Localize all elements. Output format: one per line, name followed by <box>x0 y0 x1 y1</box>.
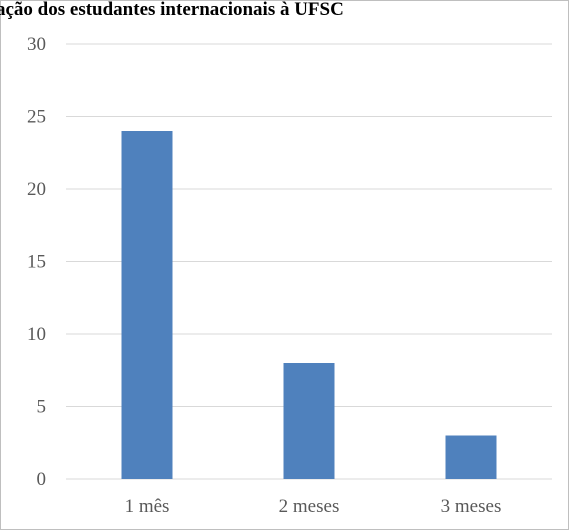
bars <box>121 131 497 479</box>
y-tick-label: 10 <box>27 324 46 345</box>
chart-title: ação dos estudantes internacionais à UFS… <box>0 0 344 20</box>
x-tick-label: 3 meses <box>441 496 502 517</box>
bar-2 <box>283 363 335 479</box>
y-tick-label: 5 <box>37 397 47 418</box>
y-tick-label: 30 <box>27 34 46 55</box>
x-tick-label: 2 meses <box>279 496 340 517</box>
y-tick-label: 20 <box>27 179 46 200</box>
y-axis-ticks: 0 5 10 15 20 25 30 <box>27 34 46 490</box>
x-axis-ticks: 1 mês 2 meses 3 meses <box>125 496 502 517</box>
x-tick-label: 1 mês <box>125 496 170 517</box>
y-tick-label: 0 <box>37 469 47 490</box>
y-tick-label: 25 <box>27 107 46 128</box>
bar-1 <box>121 131 173 479</box>
y-tick-label: 15 <box>27 252 46 273</box>
bar-3 <box>445 435 497 479</box>
